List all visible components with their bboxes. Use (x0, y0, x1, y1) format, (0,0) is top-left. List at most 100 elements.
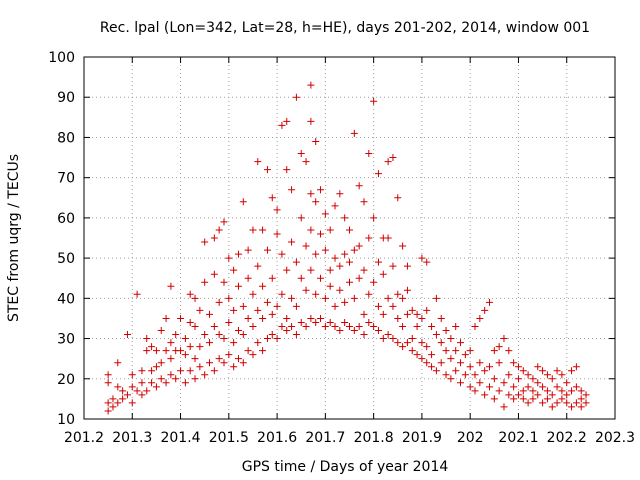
data-point (148, 379, 156, 387)
data-point (201, 278, 209, 286)
data-point (273, 335, 281, 343)
data-point (428, 351, 436, 359)
data-point (336, 286, 344, 294)
data-point (114, 383, 122, 391)
data-point (432, 367, 440, 375)
data-point (534, 379, 542, 387)
data-point (384, 331, 392, 339)
data-point (365, 150, 373, 158)
data-point (514, 375, 522, 383)
data-point (471, 322, 479, 330)
data-point (317, 186, 325, 194)
data-point (529, 387, 537, 395)
data-point (563, 399, 571, 407)
data-point (379, 335, 387, 343)
data-point (138, 391, 146, 399)
data-point (418, 314, 426, 322)
data-point (148, 367, 156, 375)
data-point (350, 246, 358, 254)
data-point (437, 314, 445, 322)
data-point (394, 339, 402, 347)
data-point (157, 359, 165, 367)
data-point (317, 274, 325, 282)
data-point (568, 387, 576, 395)
data-point (172, 331, 180, 339)
data-point (399, 343, 407, 351)
data-point (186, 343, 194, 351)
data-point (442, 327, 450, 335)
data-point (418, 355, 426, 363)
data-point (239, 359, 247, 367)
data-point (331, 254, 339, 262)
data-point (288, 322, 296, 330)
data-point (423, 258, 431, 266)
data-point (109, 395, 117, 403)
data-point (215, 355, 223, 363)
data-point (104, 399, 112, 407)
axis-ticks: 201.2 201.3 201.4 201.5 201.6 201.7 201.8 201.9… (48, 50, 635, 446)
data-point (321, 322, 329, 330)
data-point (307, 314, 315, 322)
x-tick-label: 202.2 (547, 430, 587, 446)
data-point (514, 363, 522, 371)
data-point (447, 375, 455, 383)
data-point (268, 331, 276, 339)
data-point (196, 343, 204, 351)
data-point (167, 282, 175, 290)
data-point (191, 355, 199, 363)
data-point (133, 387, 141, 395)
data-point (239, 198, 247, 206)
data-point (495, 359, 503, 367)
data-point (143, 347, 151, 355)
x-tick-label: 201.5 (209, 430, 249, 446)
data-point (471, 387, 479, 395)
data-point (234, 355, 242, 363)
data-point (259, 282, 267, 290)
data-point (558, 387, 566, 395)
data-point (490, 395, 498, 403)
data-point (249, 226, 257, 234)
data-point (143, 335, 151, 343)
data-point (307, 266, 315, 274)
data-point (215, 298, 223, 306)
data-point (403, 339, 411, 347)
data-point (302, 158, 310, 166)
data-point (577, 395, 585, 403)
data-point (457, 339, 465, 347)
data-point (572, 399, 580, 407)
data-point (384, 234, 392, 242)
data-point (321, 210, 329, 218)
x-axis-label: GPS time / Days of year 2014 (242, 459, 449, 475)
data-point (206, 310, 214, 318)
data-point (206, 339, 214, 347)
data-point (307, 117, 315, 125)
data-point (206, 359, 214, 367)
data-point (292, 258, 300, 266)
data-point (403, 310, 411, 318)
data-point (186, 367, 194, 375)
data-point (297, 150, 305, 158)
data-point (244, 246, 252, 254)
data-point (558, 371, 566, 379)
data-point (442, 371, 450, 379)
data-point (123, 391, 131, 399)
data-point (519, 367, 527, 375)
data-point (283, 117, 291, 125)
data-point (321, 294, 329, 302)
data-point (490, 375, 498, 383)
data-point (167, 355, 175, 363)
x-tick-label: 201.3 (112, 430, 152, 446)
data-point (201, 331, 209, 339)
data-point (220, 278, 228, 286)
data-point (234, 282, 242, 290)
data-point (234, 327, 242, 335)
data-point (476, 379, 484, 387)
data-point (476, 314, 484, 322)
data-point (302, 242, 310, 250)
data-point (485, 298, 493, 306)
data-point (307, 226, 315, 234)
data-point (244, 314, 252, 322)
data-point (539, 367, 547, 375)
y-tick-label: 30 (57, 332, 75, 348)
